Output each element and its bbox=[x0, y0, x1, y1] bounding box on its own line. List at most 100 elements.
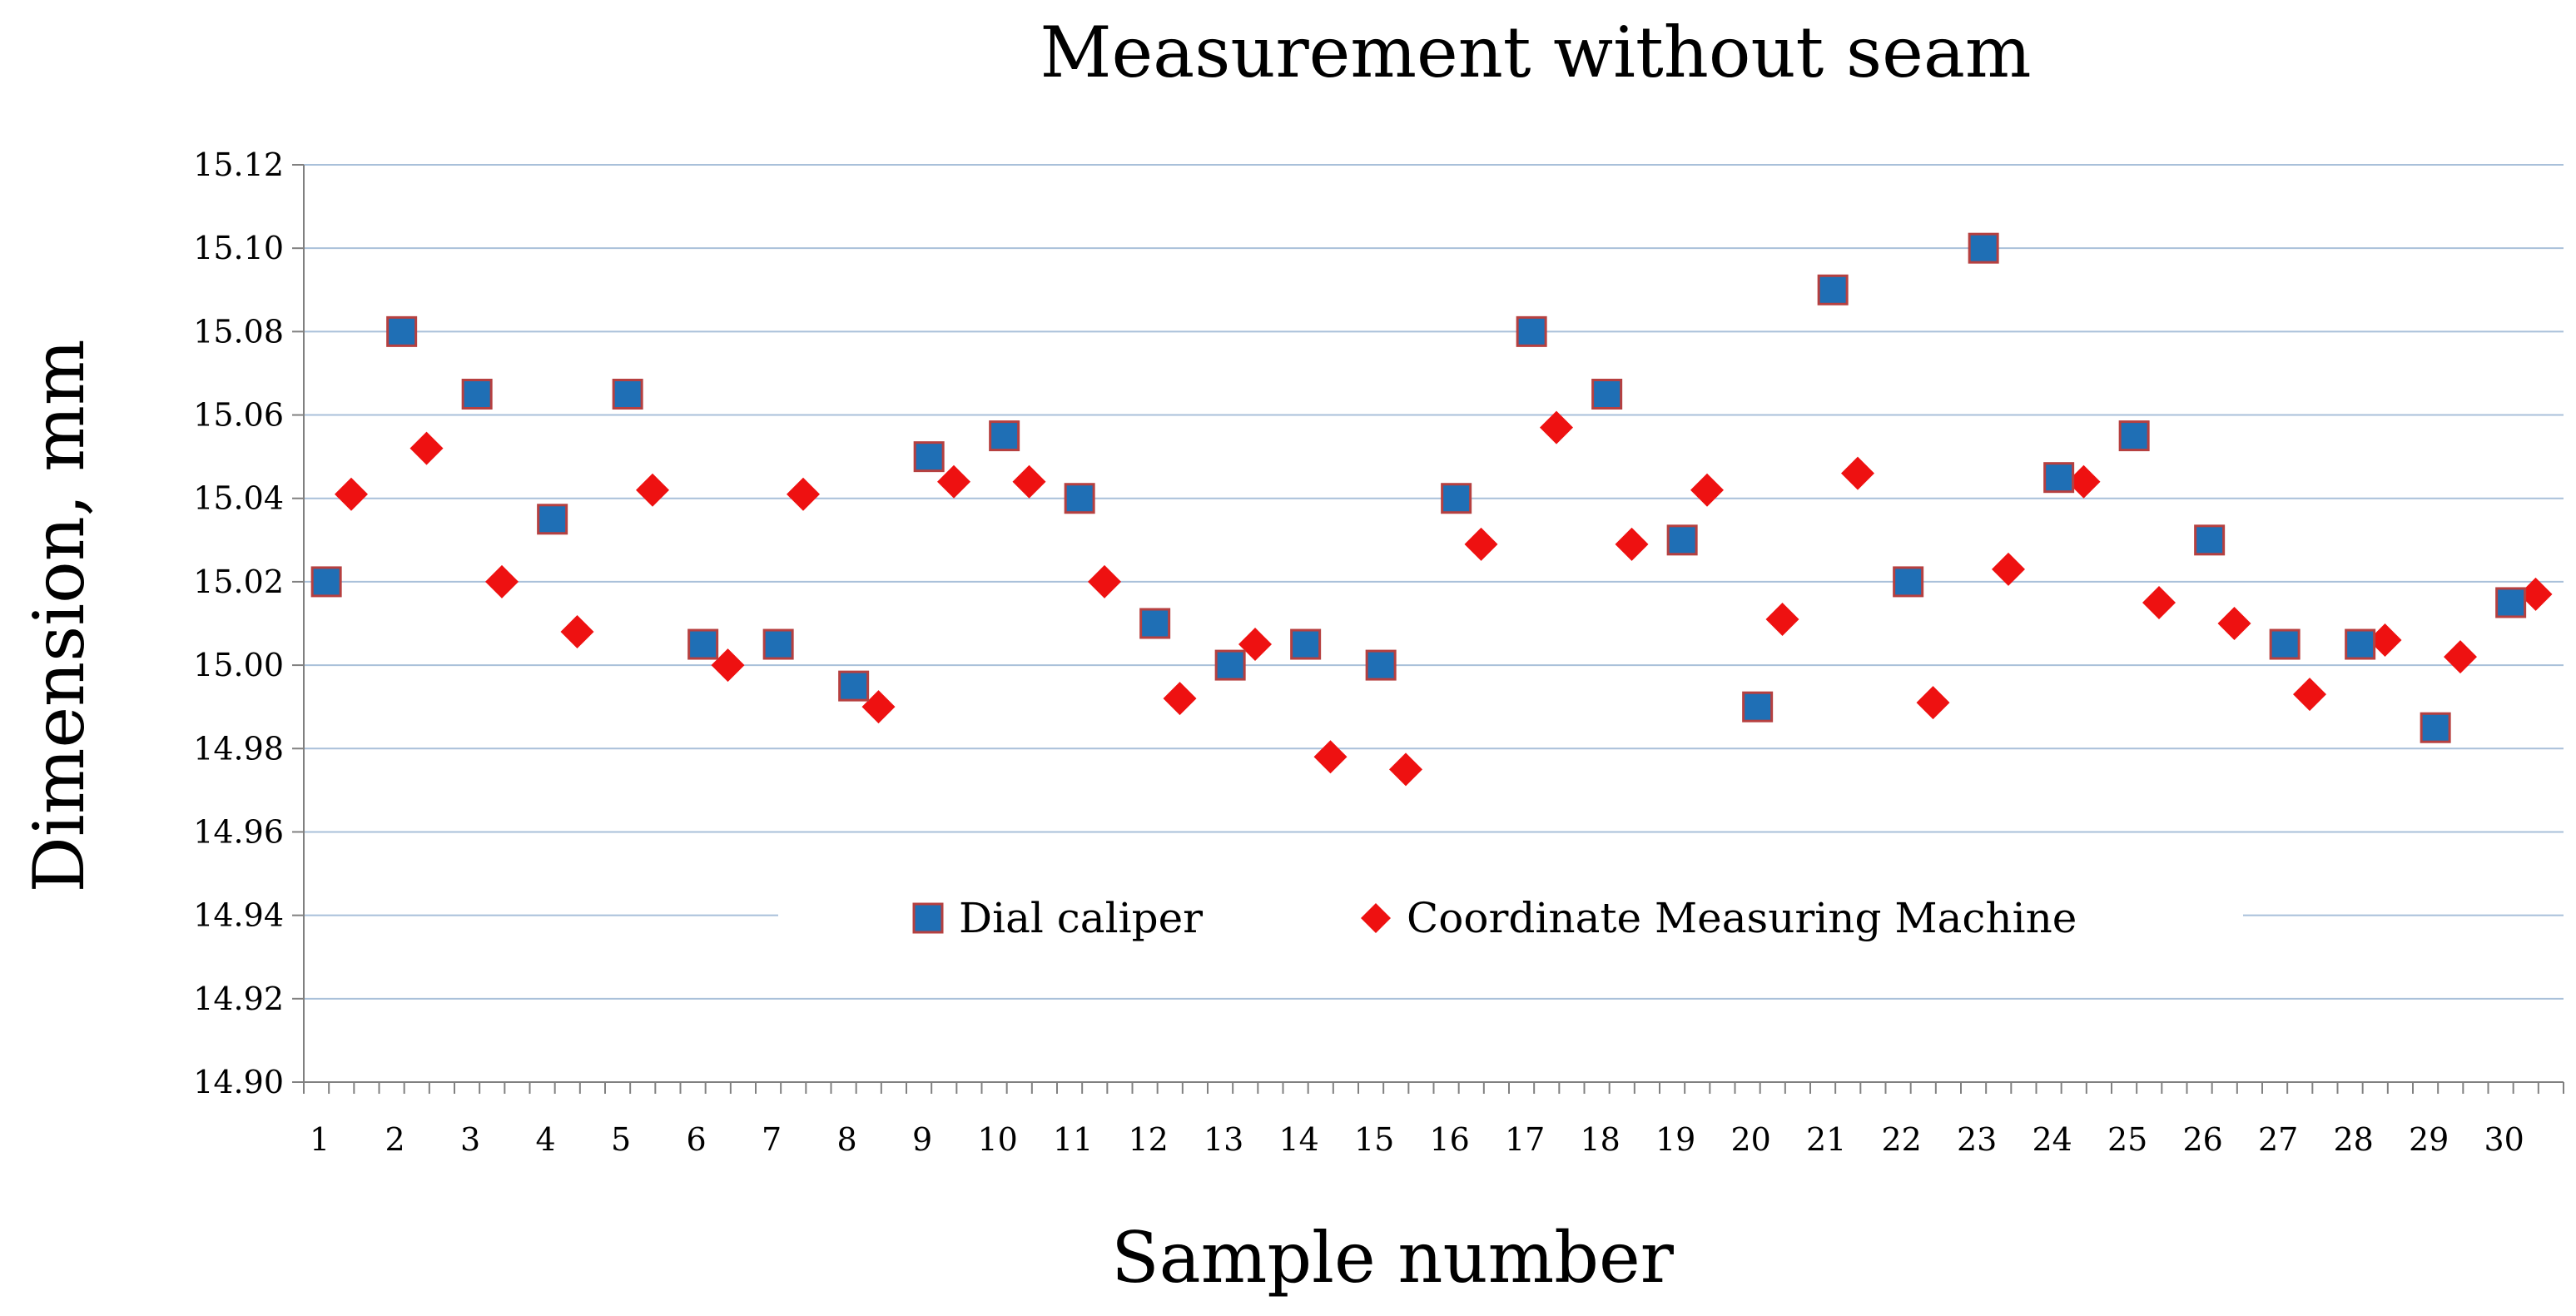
dial-caliper-point bbox=[386, 315, 418, 347]
y-tick-label: 15.02 bbox=[193, 564, 284, 600]
x-tick-label: 27 bbox=[2258, 1121, 2298, 1158]
dial-caliper-point bbox=[461, 379, 493, 410]
dial-caliper-point bbox=[762, 628, 794, 660]
x-tick-label: 14 bbox=[1278, 1121, 1318, 1158]
y-tick-label: 15.08 bbox=[193, 313, 284, 350]
legend: Dial caliper Coordinate Measuring Machin… bbox=[778, 891, 2243, 949]
cmm-point bbox=[1992, 552, 2026, 586]
x-tick-label: 22 bbox=[1881, 1121, 1921, 1158]
cmm-point bbox=[2142, 585, 2176, 619]
x-tick-label: 29 bbox=[2409, 1121, 2449, 1158]
cmm-point bbox=[2217, 607, 2251, 640]
dial-caliper-point bbox=[913, 441, 945, 473]
cmm-point bbox=[1088, 564, 1122, 598]
y-tick-label: 15.04 bbox=[193, 480, 284, 517]
cmm-point bbox=[1916, 686, 1950, 720]
cmm-point bbox=[560, 615, 594, 649]
dial-caliper-point bbox=[687, 628, 719, 660]
cmm-point bbox=[485, 564, 519, 598]
x-tick-label: 13 bbox=[1204, 1121, 1243, 1158]
cmm-point bbox=[711, 648, 745, 683]
x-tick-label: 3 bbox=[460, 1121, 480, 1158]
cmm-point bbox=[636, 473, 670, 507]
series-dial-caliper bbox=[310, 232, 2527, 743]
x-tick-label: 12 bbox=[1128, 1121, 1168, 1158]
cmm-point bbox=[1540, 410, 1574, 444]
y-tick-label: 15.10 bbox=[193, 230, 284, 266]
chart-title: Measurement without seam bbox=[1040, 12, 2031, 93]
x-tick-label: 4 bbox=[536, 1121, 556, 1158]
x-axis-title: Sample number bbox=[1111, 1217, 1675, 1299]
x-tick-label: 2 bbox=[385, 1121, 405, 1158]
x-tick-label: 9 bbox=[912, 1121, 932, 1158]
x-tick-label: 30 bbox=[2484, 1121, 2524, 1158]
dial-caliper-point bbox=[1893, 566, 1924, 598]
dial-caliper-point bbox=[1516, 315, 1547, 347]
x-tick-label: 28 bbox=[2333, 1121, 2373, 1158]
cmm-point bbox=[335, 477, 369, 511]
x-tick-label: 5 bbox=[611, 1121, 631, 1158]
cmm-point bbox=[1012, 464, 1046, 499]
x-tick-label: 6 bbox=[687, 1121, 707, 1158]
x-tick-label: 15 bbox=[1354, 1121, 1394, 1158]
dial-caliper-point bbox=[1742, 691, 1774, 723]
dial-caliper-point bbox=[1290, 628, 1322, 660]
cmm-point bbox=[2444, 640, 2478, 674]
cmm-point bbox=[1389, 752, 1423, 787]
axes bbox=[292, 164, 2564, 1094]
legend-dial-caliper-label: Dial caliper bbox=[959, 894, 1203, 942]
dial-caliper-point bbox=[1968, 232, 1999, 264]
dial-caliper-point bbox=[1214, 649, 1246, 681]
y-axis-title: Dimension, mm bbox=[18, 339, 100, 892]
y-tick-label: 15.00 bbox=[193, 647, 284, 683]
cmm-point bbox=[1464, 527, 1498, 561]
dial-caliper-point bbox=[989, 420, 1020, 452]
x-tick-label: 21 bbox=[1806, 1121, 1846, 1158]
dial-caliper-point bbox=[1441, 483, 1472, 514]
dial-caliper-point bbox=[537, 504, 568, 535]
cmm-point bbox=[1765, 602, 1799, 636]
cmm-point bbox=[937, 464, 971, 499]
legend-dial-caliper-marker bbox=[912, 902, 944, 934]
y-tick-label: 14.96 bbox=[193, 813, 284, 850]
dial-caliper-point bbox=[2194, 524, 2226, 556]
y-tick-label: 15.06 bbox=[193, 397, 284, 434]
x-tick-label: 25 bbox=[2107, 1121, 2147, 1158]
legend-background bbox=[778, 891, 2243, 949]
dial-caliper-point bbox=[2495, 587, 2527, 618]
dial-caliper-point bbox=[1139, 608, 1171, 639]
x-tick-label: 23 bbox=[1957, 1121, 1997, 1158]
x-tick-label: 20 bbox=[1730, 1121, 1770, 1158]
cmm-point bbox=[1238, 628, 1273, 662]
cmm-point bbox=[409, 431, 444, 465]
legend-cmm-marker bbox=[1361, 903, 1391, 933]
y-tick-label: 14.92 bbox=[193, 981, 284, 1017]
x-tick-labels: 1 2 3 4 5 6 7 8 9 10 11 12 13 14 15 16 17 18 19 20 21 22 23 24 2… bbox=[310, 1121, 2524, 1158]
x-tick-label: 1 bbox=[310, 1121, 330, 1158]
dial-caliper-point bbox=[1591, 379, 1623, 410]
x-tick-label: 8 bbox=[837, 1121, 857, 1158]
dial-caliper-point bbox=[1365, 649, 1397, 681]
cmm-point bbox=[787, 477, 821, 511]
y-tick-label: 14.90 bbox=[193, 1064, 284, 1100]
dial-caliper-point bbox=[1064, 483, 1095, 514]
x-tick-label: 18 bbox=[1580, 1121, 1620, 1158]
cmm-point bbox=[1690, 473, 1725, 507]
x-tick-label: 16 bbox=[1429, 1121, 1469, 1158]
dial-caliper-point bbox=[1666, 524, 1698, 556]
series-coordinate-measuring-machine bbox=[335, 410, 2553, 787]
x-tick-label: 11 bbox=[1053, 1121, 1093, 1158]
dial-caliper-point bbox=[2118, 420, 2150, 452]
x-tick-label: 10 bbox=[977, 1121, 1017, 1158]
x-tick-label: 26 bbox=[2182, 1121, 2222, 1158]
dial-caliper-point bbox=[612, 379, 643, 410]
dial-caliper-point bbox=[2345, 628, 2376, 660]
dial-caliper-point bbox=[1817, 274, 1849, 305]
cmm-point bbox=[2368, 623, 2402, 658]
dial-caliper-point bbox=[2043, 462, 2075, 494]
cmm-point bbox=[2293, 678, 2327, 712]
dial-caliper-point bbox=[2269, 628, 2301, 660]
y-tick-label: 14.94 bbox=[193, 897, 284, 934]
